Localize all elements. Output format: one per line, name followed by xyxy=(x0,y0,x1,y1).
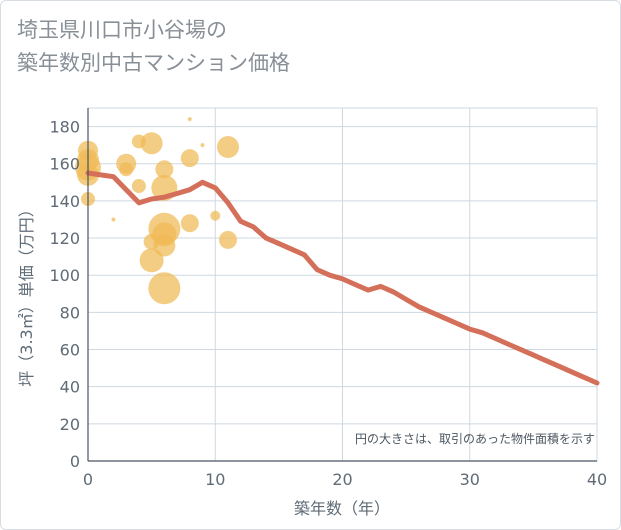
chart-title-line-2: 築年数別中古マンション価格 xyxy=(17,51,290,75)
x-tick-label: 0 xyxy=(83,470,93,489)
y-tick-label: 0 xyxy=(70,452,80,471)
data-bubble xyxy=(131,179,146,194)
y-tick-label: 120 xyxy=(49,229,80,248)
y-tick-label: 160 xyxy=(49,155,80,174)
y-tick-label: 100 xyxy=(49,266,80,285)
data-bubble xyxy=(180,149,199,168)
data-bubble xyxy=(210,210,221,221)
data-bubble xyxy=(180,214,199,233)
chart-title: 埼玉県川口市小谷場の築年数別中古マンション価格 xyxy=(17,14,290,80)
y-tick-labels: 0 20 40 60 80 100 120 140 160 180 xyxy=(49,118,80,471)
y-tick-label: 20 xyxy=(60,415,80,434)
data-bubble xyxy=(200,143,205,148)
data-bubble xyxy=(153,234,176,257)
grid xyxy=(87,107,598,462)
x-tick-labels: 0 10 20 30 40 xyxy=(83,470,607,489)
y-tick-label: 140 xyxy=(49,192,80,211)
x-axis-label: 築年数（年） xyxy=(294,499,390,518)
data-bubble xyxy=(216,136,239,159)
x-tick-label: 20 xyxy=(332,470,352,489)
data-bubble xyxy=(111,217,116,222)
y-tick-label: 180 xyxy=(49,118,80,137)
y-tick-label: 40 xyxy=(60,378,80,397)
data-bubble xyxy=(140,132,163,155)
bubble-size-note: 円の大きさは、取引のあった物件面積を示す xyxy=(355,431,595,446)
y-tick-label: 60 xyxy=(60,341,80,360)
axes xyxy=(87,108,597,462)
data-bubble xyxy=(119,162,134,177)
data-bubble xyxy=(139,248,164,273)
y-tick-label: 80 xyxy=(60,303,80,322)
data-bubble xyxy=(155,160,174,179)
chart-title-line-1: 埼玉県川口市小谷場の xyxy=(17,18,227,42)
average-price-line xyxy=(85,170,600,386)
data-bubble xyxy=(187,117,192,122)
data-bubble xyxy=(218,230,237,249)
y-axis-label: 坪（3.3㎡）単価（万円） xyxy=(17,201,36,386)
x-tick-label: 40 xyxy=(587,470,607,489)
x-tick-label: 10 xyxy=(205,470,225,489)
data-bubble xyxy=(148,272,181,305)
x-tick-label: 30 xyxy=(460,470,480,489)
bubble-layer xyxy=(75,117,239,305)
